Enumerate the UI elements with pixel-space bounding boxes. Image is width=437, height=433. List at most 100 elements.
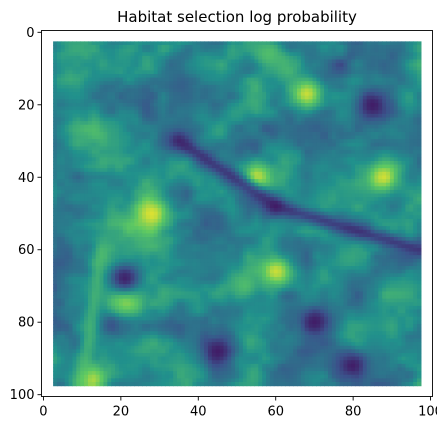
heatmap-cell — [397, 200, 403, 206]
heatmap-cell — [417, 226, 422, 231]
heatmap-cell — [196, 95, 201, 100]
heatmap-cell — [204, 171, 209, 177]
heatmap-cell — [293, 77, 298, 82]
heatmap-cell — [285, 189, 290, 195]
heatmap-cell — [223, 128, 228, 133]
heatmap-cell — [204, 218, 209, 224]
heatmap-cell — [103, 92, 108, 97]
heatmap-cell — [80, 193, 85, 198]
heatmap-cell — [219, 171, 225, 177]
heatmap-cell — [312, 211, 317, 216]
heatmap-cell — [107, 124, 112, 129]
heatmap-cell — [293, 55, 298, 61]
heatmap-cell — [374, 175, 379, 180]
heatmap-cell — [339, 153, 345, 158]
heatmap-cell — [68, 121, 74, 126]
heatmap-cell — [235, 157, 240, 162]
heatmap-cell — [347, 146, 352, 151]
heatmap-cell — [316, 186, 321, 191]
heatmap-cell — [358, 222, 364, 227]
heatmap-cell — [374, 215, 379, 220]
heatmap-cell — [115, 88, 120, 93]
heatmap-cell — [72, 218, 77, 224]
heatmap-cell — [289, 55, 294, 61]
heatmap-cell — [149, 218, 155, 224]
heatmap-cell — [72, 84, 77, 90]
heatmap-cell — [362, 45, 368, 50]
heatmap-cell — [56, 226, 62, 231]
heatmap-cell — [235, 92, 240, 97]
heatmap-cell — [238, 117, 244, 122]
heatmap-cell — [405, 52, 410, 57]
heatmap-cell — [219, 215, 225, 220]
heatmap-cell — [223, 63, 228, 68]
heatmap-cell — [60, 153, 66, 158]
heatmap-cell — [173, 164, 178, 169]
heatmap-cell — [146, 92, 151, 97]
heatmap-cell — [405, 164, 410, 169]
heatmap-cell — [207, 84, 213, 90]
heatmap-cell — [409, 146, 414, 151]
heatmap-cell — [142, 77, 147, 82]
heatmap-cell — [401, 139, 406, 144]
heatmap-cell — [304, 106, 310, 111]
heatmap-cell — [60, 200, 66, 206]
heatmap-cell — [149, 146, 155, 151]
heatmap-cell — [211, 229, 217, 235]
heatmap-cell — [53, 160, 58, 166]
heatmap-cell — [417, 113, 422, 119]
heatmap-cell — [215, 150, 221, 155]
heatmap-cell — [153, 99, 159, 104]
heatmap-cell — [107, 95, 112, 100]
heatmap-cell — [118, 66, 124, 71]
heatmap-cell — [215, 171, 221, 177]
heatmap-cell — [362, 204, 368, 209]
heatmap-cell — [91, 179, 97, 184]
heatmap-cell — [53, 204, 58, 209]
heatmap-cell — [149, 189, 155, 195]
heatmap-cell — [389, 222, 395, 227]
heatmap-cell — [374, 99, 379, 104]
heatmap-cell — [107, 193, 112, 198]
heatmap-cell — [401, 63, 406, 68]
heatmap-cell — [269, 135, 275, 140]
heatmap-cell — [277, 81, 283, 86]
heatmap-cell — [413, 128, 418, 133]
heatmap-cell — [231, 157, 236, 162]
heatmap-cell — [262, 168, 267, 173]
heatmap-cell — [331, 48, 337, 53]
heatmap-cell — [335, 175, 341, 180]
heatmap-cell — [173, 146, 178, 151]
heatmap-cell — [405, 175, 410, 180]
heatmap-cell — [177, 150, 182, 155]
heatmap-cell — [254, 48, 259, 53]
heatmap-cell — [355, 142, 360, 148]
heatmap-cell — [227, 157, 232, 162]
heatmap-cell — [417, 55, 422, 61]
heatmap-cell — [370, 73, 376, 79]
heatmap-cell — [95, 63, 101, 68]
heatmap-cell — [389, 77, 395, 82]
heatmap-cell — [207, 208, 213, 213]
heatmap-cell — [103, 55, 108, 61]
heatmap-cell — [320, 41, 325, 46]
heatmap-cell — [289, 164, 294, 169]
heatmap-cell — [409, 45, 414, 50]
heatmap-cell — [393, 215, 399, 220]
heatmap-cell — [389, 200, 395, 206]
heatmap-cell — [304, 77, 310, 82]
heatmap-cell — [262, 153, 267, 158]
heatmap-cell — [149, 81, 155, 86]
heatmap-cell — [277, 179, 283, 184]
heatmap-cell — [366, 222, 372, 227]
heatmap-cell — [327, 139, 333, 144]
heatmap-cell — [355, 113, 360, 119]
heatmap-cell — [389, 135, 395, 140]
heatmap-cell — [161, 84, 166, 90]
heatmap-cell — [68, 218, 74, 224]
heatmap-cell — [204, 88, 209, 93]
heatmap-cell — [355, 146, 360, 151]
heatmap-cell — [80, 229, 85, 235]
heatmap-cell — [297, 142, 302, 148]
heatmap-cell — [130, 52, 136, 57]
